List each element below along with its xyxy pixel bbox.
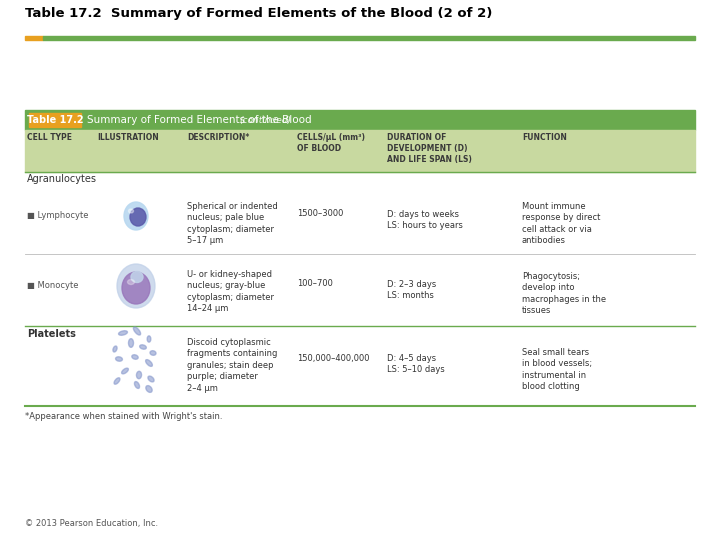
Bar bbox=[43, 36, 695, 40]
Text: CELLS/μL (mm³)
OF BLOOD: CELLS/μL (mm³) OF BLOOD bbox=[297, 133, 365, 153]
Ellipse shape bbox=[116, 357, 122, 361]
Ellipse shape bbox=[117, 264, 155, 308]
Text: Seal small tears
in blood vessels;
instrumental in
blood clotting: Seal small tears in blood vessels; instr… bbox=[522, 348, 592, 392]
Text: Spherical or indented
nucleus; pale blue
cytoplasm; diameter
5–17 μm: Spherical or indented nucleus; pale blue… bbox=[187, 202, 278, 245]
Ellipse shape bbox=[127, 280, 135, 285]
Text: D: 2–3 days
LS: months: D: 2–3 days LS: months bbox=[387, 280, 436, 300]
Ellipse shape bbox=[135, 382, 140, 388]
Ellipse shape bbox=[114, 378, 120, 384]
Ellipse shape bbox=[133, 327, 140, 335]
Text: ■ Monocyte: ■ Monocyte bbox=[27, 281, 78, 291]
Ellipse shape bbox=[113, 346, 117, 352]
Ellipse shape bbox=[140, 345, 146, 349]
Text: CELL TYPE: CELL TYPE bbox=[27, 133, 72, 142]
Text: Table 17.2  Summary of Formed Elements of the Blood (2 of 2): Table 17.2 Summary of Formed Elements of… bbox=[25, 7, 492, 20]
Bar bbox=[25, 110, 695, 130]
Ellipse shape bbox=[146, 386, 152, 393]
Bar bbox=[25, 36, 43, 40]
Ellipse shape bbox=[124, 202, 148, 230]
Text: Discoid cytoplasmic
fragments containing
granules; stain deep
purple; diameter
2: Discoid cytoplasmic fragments containing… bbox=[187, 338, 277, 393]
Text: 150,000–400,000: 150,000–400,000 bbox=[297, 354, 369, 362]
Text: Table 17.2: Table 17.2 bbox=[27, 115, 84, 125]
Ellipse shape bbox=[148, 376, 154, 382]
Text: (continued): (continued) bbox=[239, 116, 291, 125]
Ellipse shape bbox=[147, 336, 150, 342]
Text: DESCRIPTION*: DESCRIPTION* bbox=[187, 133, 249, 142]
Text: ■ Lymphocyte: ■ Lymphocyte bbox=[27, 212, 89, 220]
Text: Phagocytosis;
develop into
macrophages in the
tissues: Phagocytosis; develop into macrophages i… bbox=[522, 272, 606, 315]
Text: DURATION OF
DEVELOPMENT (D)
AND LIFE SPAN (LS): DURATION OF DEVELOPMENT (D) AND LIFE SPA… bbox=[387, 133, 472, 164]
Text: D: days to weeks
LS: hours to years: D: days to weeks LS: hours to years bbox=[387, 210, 463, 231]
Ellipse shape bbox=[128, 209, 133, 213]
Text: Summary of Formed Elements of the Blood: Summary of Formed Elements of the Blood bbox=[87, 115, 312, 125]
Ellipse shape bbox=[119, 330, 127, 335]
Ellipse shape bbox=[122, 368, 128, 374]
Text: *Appearance when stained with Wright's stain.: *Appearance when stained with Wright's s… bbox=[25, 412, 222, 421]
Text: 1500–3000: 1500–3000 bbox=[297, 210, 343, 219]
Text: FUNCTION: FUNCTION bbox=[522, 133, 567, 142]
Ellipse shape bbox=[145, 360, 153, 367]
Ellipse shape bbox=[130, 208, 146, 226]
Bar bbox=[25, 172, 695, 406]
Bar bbox=[25, 130, 695, 172]
Text: U- or kidney-shaped
nucleus; gray-blue
cytoplasm; diameter
14–24 μm: U- or kidney-shaped nucleus; gray-blue c… bbox=[187, 270, 274, 313]
Ellipse shape bbox=[150, 350, 156, 355]
Text: ILLUSTRATION: ILLUSTRATION bbox=[97, 133, 158, 142]
Ellipse shape bbox=[131, 272, 143, 282]
Ellipse shape bbox=[132, 355, 138, 359]
Text: 100–700: 100–700 bbox=[297, 280, 333, 288]
Ellipse shape bbox=[122, 272, 150, 304]
Ellipse shape bbox=[137, 372, 142, 379]
Text: Platelets: Platelets bbox=[27, 329, 76, 339]
Bar bbox=[29, 113, 81, 127]
Text: Agranulocytes: Agranulocytes bbox=[27, 174, 97, 184]
Ellipse shape bbox=[128, 339, 133, 347]
Text: © 2013 Pearson Education, Inc.: © 2013 Pearson Education, Inc. bbox=[25, 519, 158, 528]
Text: D: 4–5 days
LS: 5–10 days: D: 4–5 days LS: 5–10 days bbox=[387, 354, 445, 374]
Text: Mount immune
response by direct
cell attack or via
antibodies: Mount immune response by direct cell att… bbox=[522, 202, 600, 245]
